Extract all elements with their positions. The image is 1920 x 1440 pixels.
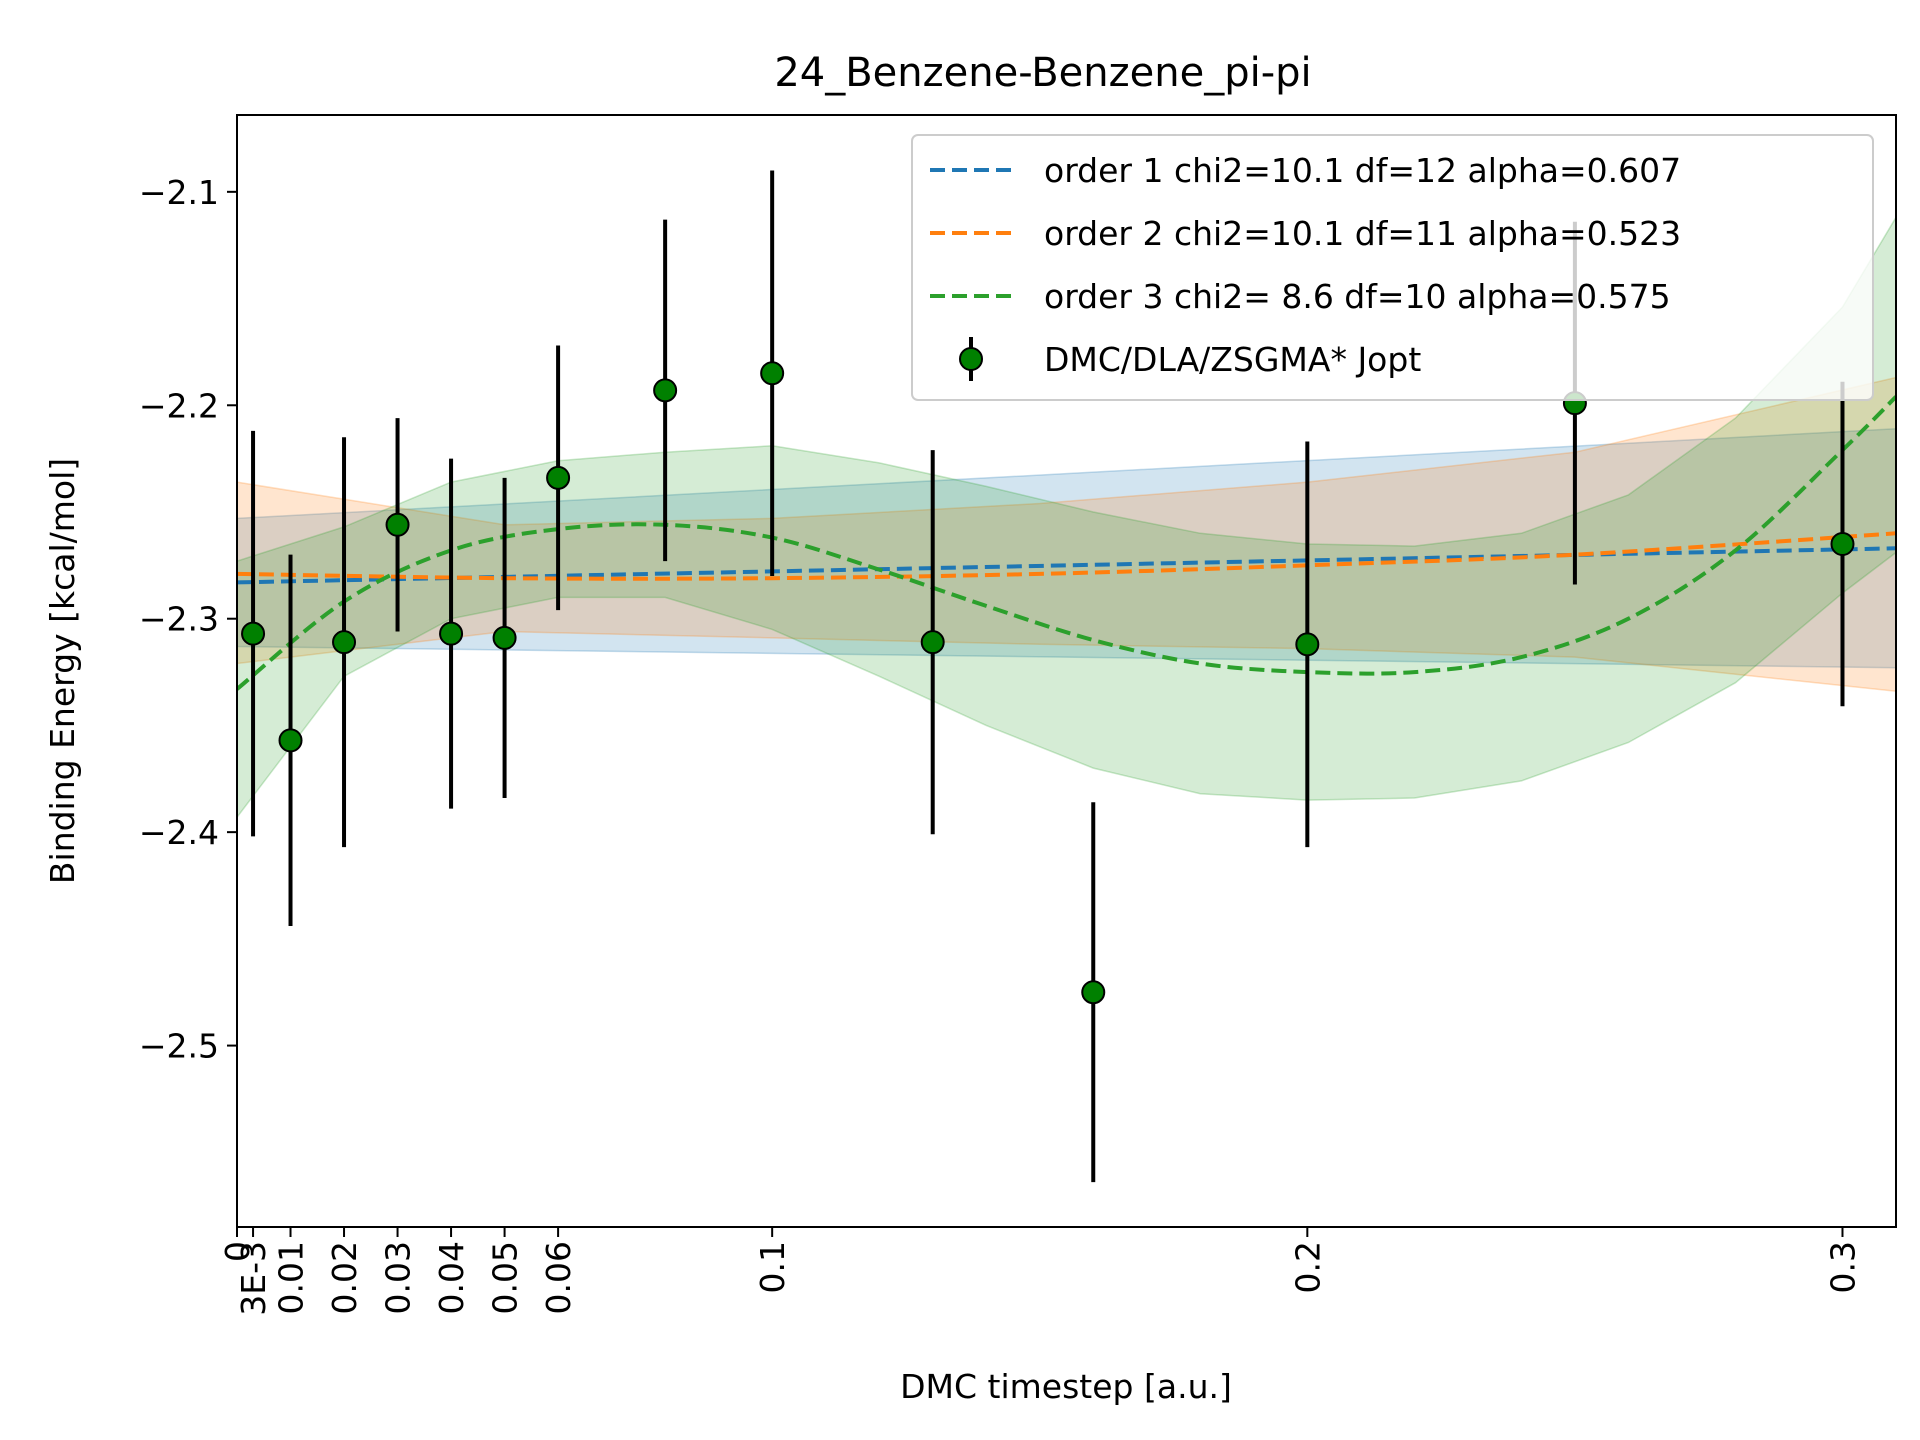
confidence-bands (237, 215, 1896, 819)
x-tick-label: 0.03 (379, 1241, 418, 1314)
legend-label-2: order 2 chi2=10.1 df=11 alpha=0.523 (1044, 214, 1681, 253)
fit-band-3 (237, 215, 1896, 819)
data-point (1830, 532, 1855, 557)
data-point (1295, 632, 1320, 657)
data-point (1081, 980, 1106, 1005)
chart-title: 24_Benzene-Benzene_pi-pi (774, 50, 1311, 96)
data-point (546, 465, 571, 490)
y-tick-label: −2.3 (139, 600, 219, 639)
y-tick-label: −2.1 (139, 173, 219, 212)
data-point (278, 728, 303, 753)
x-tick-label: 0.1 (753, 1241, 792, 1293)
legend-label-points: DMC/DLA/ZSGMA* Jopt (1044, 340, 1421, 379)
legend-label-1: order 1 chi2=10.1 df=12 alpha=0.607 (1044, 151, 1681, 190)
x-tick-label: 0.02 (325, 1241, 364, 1314)
data-point (653, 378, 678, 403)
data-point (760, 361, 785, 386)
fit-band-2 (237, 376, 1896, 693)
x-axis-label: DMC timestep [a.u.] (900, 1367, 1232, 1406)
legend-label-3: order 3 chi2= 8.6 df=10 alpha=0.575 (1044, 277, 1671, 316)
data-point (332, 630, 357, 655)
plot-frame (236, 114, 1897, 1228)
x-tick-label: 0 (218, 1241, 257, 1262)
fit-line-3 (237, 395, 1896, 691)
x-tick-label: 0.2 (1288, 1241, 1327, 1293)
legend: order 1 chi2=10.1 df=12 alpha=0.607 order… (911, 134, 1874, 401)
x-tick-label: 0.04 (432, 1241, 471, 1314)
data-point (492, 625, 517, 650)
data-point (920, 630, 945, 655)
x-tick-label: 3E-3 (234, 1241, 273, 1316)
legend-marker-swatch (959, 347, 983, 371)
x-axis-ticks: 03E-30.01 0.02 0.03 0.04 0.05 0.06 0.1 0.2 0.3 (218, 1227, 1862, 1316)
y-tick-label: −2.2 (139, 386, 219, 425)
x-tick-label: 0.06 (539, 1241, 578, 1314)
y-axis-label: Binding Energy [kcal/mol] (43, 458, 82, 884)
data-point (439, 621, 464, 646)
x-tick-label: 0.3 (1823, 1241, 1862, 1293)
legend-box (911, 134, 1874, 401)
data-points (241, 361, 1855, 1005)
y-axis-ticks: −2.1 −2.2 −2.3 −2.4 −2.5 (139, 173, 237, 1066)
x-tick-label: 0.01 (272, 1241, 311, 1314)
data-point (385, 512, 410, 537)
y-tick-label: −2.4 (139, 813, 219, 852)
data-point (241, 621, 266, 646)
fit-band-1 (237, 428, 1896, 669)
y-tick-label: −2.5 (139, 1027, 219, 1066)
x-tick-label: 0.05 (486, 1241, 525, 1314)
